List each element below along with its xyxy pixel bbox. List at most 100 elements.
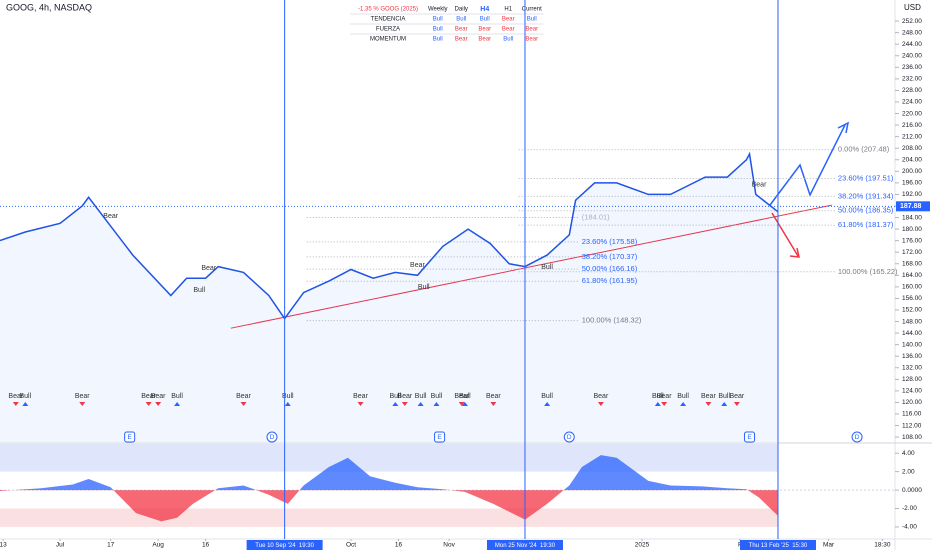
signal-label: Bear: [486, 393, 501, 400]
x-tick-label: Aug: [152, 542, 164, 549]
signal-triangle: [392, 402, 399, 406]
table-row-label: FUERZA: [376, 27, 400, 33]
signal-label: Bull: [389, 393, 401, 400]
signal-triangle: [155, 402, 162, 406]
signal-triangle: [145, 402, 152, 406]
signal-label: Bear: [8, 393, 23, 400]
table-cell: Bull: [480, 17, 490, 23]
price-area: [0, 154, 778, 442]
y-tick-label: 120.00: [902, 399, 922, 406]
marker-box: [739, 540, 816, 550]
signal-label: Bull: [541, 393, 553, 400]
osc-upper-band: [0, 444, 778, 472]
y-tick-label: 204.00: [902, 156, 922, 163]
osc-lower-band: [0, 508, 778, 527]
last-price-label: 187.88: [900, 203, 922, 210]
signal-triangle: [661, 402, 668, 406]
y-tick-label: 192.00: [902, 191, 922, 198]
y-tick-label: 160.00: [902, 284, 922, 291]
y-tick-label: 168.00: [902, 260, 922, 267]
event-label: E: [747, 434, 752, 441]
y-tick-label: 112.00: [902, 422, 922, 429]
signal-label: Bull: [652, 393, 664, 400]
table-column: H1: [504, 7, 512, 13]
table-cell: Bull: [433, 17, 443, 23]
marker-label: Thu 13 Feb '25 15:30: [749, 543, 808, 549]
osc-tick-label: 0.0000: [902, 487, 922, 494]
y-tick-label: 224.00: [902, 99, 922, 106]
signal-label: Bull: [415, 393, 427, 400]
table-cell: Bull: [433, 27, 443, 33]
table-column: Daily: [455, 7, 468, 13]
table-column: H4: [480, 6, 489, 13]
x-tick-label: 2025: [635, 542, 650, 549]
y-tick-label: 180.00: [902, 226, 922, 233]
signal-label: Bull: [431, 393, 443, 400]
osc-tick-label: 4.00: [902, 450, 915, 457]
price-line: [0, 151, 779, 320]
signal-triangle: [174, 402, 181, 406]
signal-triangle: [79, 402, 86, 406]
event-icon: [266, 431, 278, 443]
signal-triangle: [705, 402, 712, 406]
y-tick-label: 252.00: [902, 18, 922, 25]
table-cell: Bull: [456, 17, 466, 23]
x-tick-label: 13: [0, 542, 7, 549]
y-tick-label: 228.00: [902, 87, 922, 94]
event-label: E: [127, 434, 132, 441]
fib-label: 100.00% (148.32): [582, 316, 642, 325]
fib-label: 0.00% (207.48): [838, 145, 890, 154]
table-cell: Bear: [478, 27, 491, 33]
marker-label: Mon 25 Nov '24 19:30: [495, 543, 556, 549]
osc-tick-label: -2.00: [902, 505, 917, 512]
signal-triangle: [721, 402, 728, 406]
signal-triangle: [417, 402, 424, 406]
table-column: Current: [522, 7, 542, 13]
event-icon: [124, 431, 136, 443]
price-signal: Bear: [103, 213, 118, 220]
signal-label: Bull: [459, 393, 471, 400]
y-tick-label: 152.00: [902, 307, 922, 314]
signal-label: Bull: [718, 393, 730, 400]
y-tick-label: 176.00: [902, 237, 922, 244]
signal-label: Bull: [19, 393, 31, 400]
y-tick-label: 200.00: [902, 168, 922, 175]
signal-triangle: [544, 402, 551, 406]
fib-label: 100.00% (165.22): [838, 267, 898, 276]
signal-triangle: [401, 402, 408, 406]
trendline: [230, 204, 832, 329]
price-signal: Bull: [541, 264, 553, 271]
osc-area-positive: [0, 455, 778, 491]
osc-tick-label: -4.00: [902, 524, 917, 531]
y-tick-label: 144.00: [902, 330, 922, 337]
table-cell: Bear: [478, 37, 491, 43]
projection-arrow: [769, 124, 846, 206]
y-tick-label: 184.00: [902, 214, 922, 221]
marker-box: [486, 540, 563, 550]
fib-label: 61.80% (181.37): [838, 220, 894, 229]
signal-label: Bear: [701, 393, 716, 400]
fib-label: 61.80% (161.95): [582, 276, 638, 285]
x-tick-label: Oct: [346, 542, 356, 549]
event-icon: [563, 431, 575, 443]
y-tick-label: 212.00: [902, 133, 922, 140]
signal-triangle: [458, 402, 465, 406]
arrow-head: [837, 121, 850, 134]
signal-triangle: [490, 402, 497, 406]
fib-label: 23.60% (197.51): [838, 173, 894, 182]
y-tick-label: 248.00: [902, 29, 922, 36]
currency: USD: [904, 3, 921, 12]
x-tick-label: Mar: [823, 542, 835, 549]
price-signal: Bear: [410, 262, 425, 269]
y-tick-label: 240.00: [902, 52, 922, 59]
y-tick-label: 156.00: [902, 295, 922, 302]
x-tick-label: 17: [107, 542, 115, 549]
signal-triangle: [680, 402, 687, 406]
osc-area-negative: [0, 490, 778, 522]
signal-label: Bull: [677, 393, 689, 400]
table-cell: Bear: [525, 27, 538, 33]
x-tick-label: 16: [202, 542, 210, 549]
down-arrow: [771, 212, 799, 257]
signal-triangle: [654, 402, 661, 406]
